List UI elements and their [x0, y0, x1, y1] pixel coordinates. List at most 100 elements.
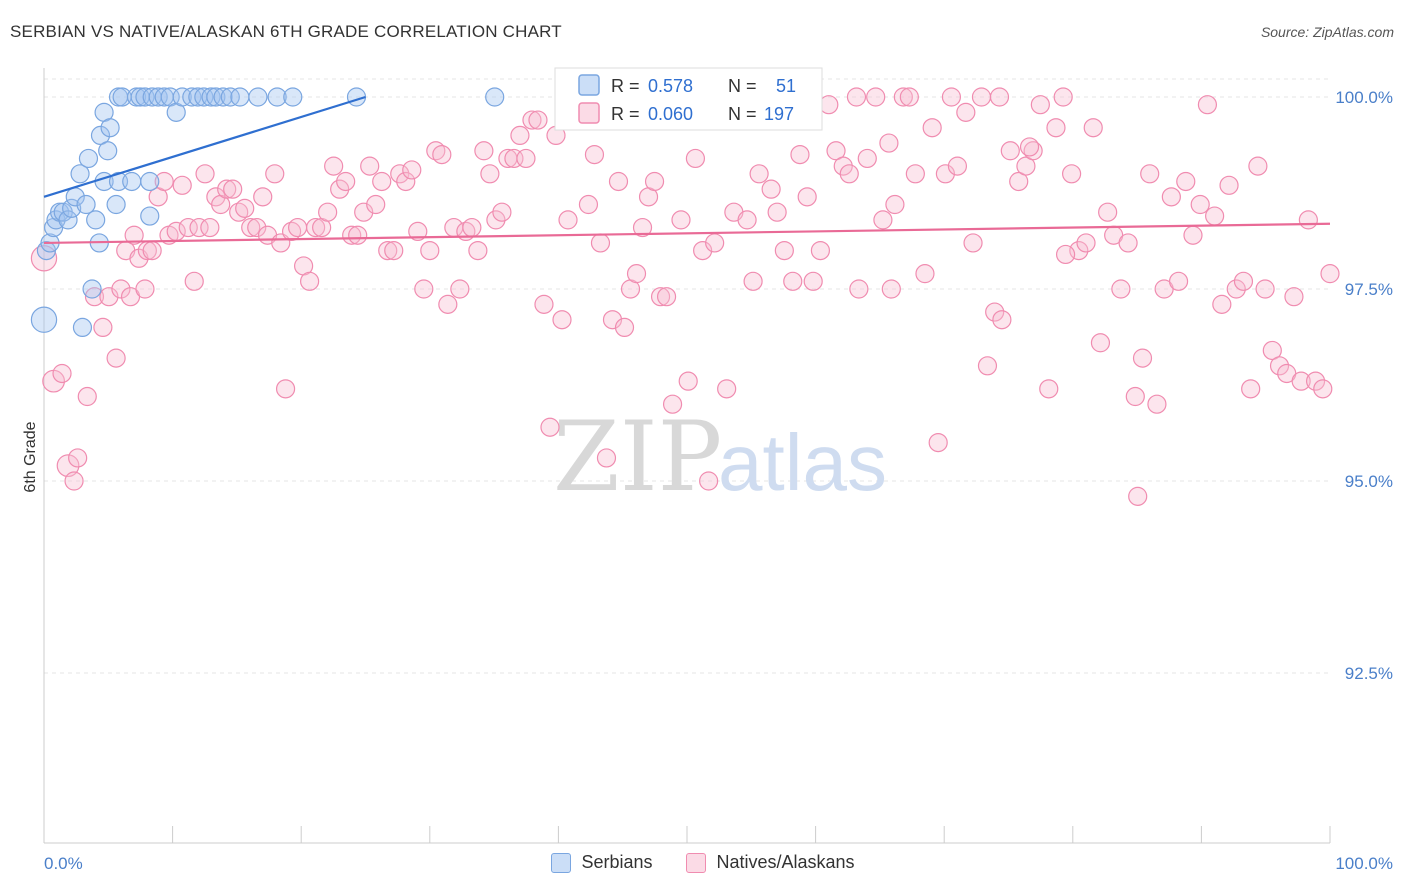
- series-serbians: [30, 87, 505, 337]
- data-point: [172, 175, 192, 195]
- watermark: ZIP atlas: [553, 401, 887, 513]
- data-point: [247, 217, 267, 238]
- data-point: [154, 171, 174, 192]
- data-point: [833, 156, 853, 176]
- data-point: [76, 194, 96, 215]
- data-point: [1039, 379, 1059, 399]
- x-tick-label-max: 100.0%: [1335, 854, 1393, 873]
- data-point: [608, 171, 629, 192]
- data-point: [348, 225, 368, 245]
- y-tick-label: 100.0%: [1335, 88, 1393, 107]
- data-point: [486, 210, 506, 230]
- data-point: [468, 241, 488, 261]
- data-point: [396, 171, 416, 192]
- data-point: [100, 118, 120, 138]
- data-point: [124, 225, 144, 245]
- data-point: [485, 87, 505, 107]
- data-point: [408, 221, 428, 241]
- data-point: [1019, 137, 1040, 157]
- data-point: [248, 87, 268, 107]
- data-point: [947, 156, 968, 176]
- data-point: [223, 179, 243, 199]
- data-point: [300, 271, 320, 291]
- data-point: [992, 310, 1012, 330]
- data-point: [826, 141, 846, 161]
- data-point: [985, 302, 1005, 322]
- data-point: [989, 87, 1010, 107]
- trend-lines: [43, 95, 1331, 245]
- data-point: [1046, 118, 1066, 138]
- data-point: [306, 217, 326, 238]
- series-label-natives: Natives/Alaskans: [716, 852, 855, 872]
- data-point: [206, 87, 226, 107]
- data-point: [590, 233, 611, 253]
- y-tick-label: 97.5%: [1345, 280, 1393, 299]
- data-point: [390, 164, 410, 184]
- series-label-serbians: Serbians: [581, 852, 653, 872]
- data-point: [90, 125, 111, 145]
- data-point: [56, 454, 80, 478]
- x-ticks: [43, 826, 1331, 843]
- data-point: [1305, 371, 1326, 391]
- data-point: [1313, 379, 1333, 399]
- data-point: [743, 271, 763, 291]
- legend-swatch-serbians: [578, 74, 600, 96]
- data-point: [893, 87, 913, 107]
- data-point: [881, 279, 901, 299]
- data-point: [420, 241, 440, 261]
- data-point: [1098, 202, 1118, 222]
- data-point: [857, 148, 877, 169]
- series-swatch-serbians: [551, 852, 572, 873]
- data-point: [267, 87, 287, 107]
- data-points: [30, 87, 1340, 506]
- data-point: [195, 164, 215, 184]
- data-point: [84, 287, 105, 307]
- data-point: [540, 417, 560, 437]
- data-point: [626, 264, 647, 284]
- data-point: [1030, 95, 1050, 115]
- data-point: [510, 125, 530, 145]
- data-point: [140, 171, 160, 192]
- data-point: [1009, 171, 1029, 192]
- data-point: [749, 164, 769, 184]
- data-point: [614, 317, 635, 337]
- data-point: [915, 264, 935, 284]
- data-point: [1205, 206, 1225, 226]
- data-point: [450, 279, 470, 299]
- data-point: [241, 217, 261, 238]
- data-point: [928, 433, 948, 453]
- data-point: [905, 164, 925, 184]
- data-point: [849, 279, 869, 299]
- data-point: [1219, 175, 1239, 195]
- y-tick-labels: 100.0% 97.5% 95.0% 92.5%: [1335, 88, 1393, 683]
- data-point: [685, 148, 706, 169]
- data-point: [1125, 386, 1145, 407]
- data-point: [1226, 279, 1246, 299]
- data-point: [761, 179, 781, 199]
- data-point: [1111, 279, 1131, 299]
- data-point: [1241, 379, 1261, 399]
- data-point: [122, 171, 142, 192]
- data-point: [671, 210, 691, 230]
- series-legend: Serbians Natives/Alaskans: [0, 852, 1406, 873]
- data-point: [318, 202, 338, 222]
- data-point: [693, 241, 713, 261]
- data-point: [1055, 244, 1076, 265]
- data-point: [108, 171, 129, 192]
- data-point: [342, 225, 362, 245]
- data-point: [774, 241, 794, 261]
- data-point: [1320, 264, 1340, 284]
- data-point: [1053, 87, 1073, 107]
- data-point: [632, 217, 653, 238]
- data-point: [106, 194, 126, 215]
- data-point: [360, 156, 380, 176]
- data-point: [935, 164, 956, 184]
- series-legend-natives: Natives/Alaskans: [686, 852, 855, 873]
- data-point: [1197, 95, 1218, 115]
- data-point: [220, 87, 240, 107]
- data-point: [819, 95, 839, 115]
- data-point: [438, 294, 458, 314]
- data-point: [58, 210, 78, 230]
- data-point: [64, 471, 84, 491]
- data-point: [1233, 271, 1254, 291]
